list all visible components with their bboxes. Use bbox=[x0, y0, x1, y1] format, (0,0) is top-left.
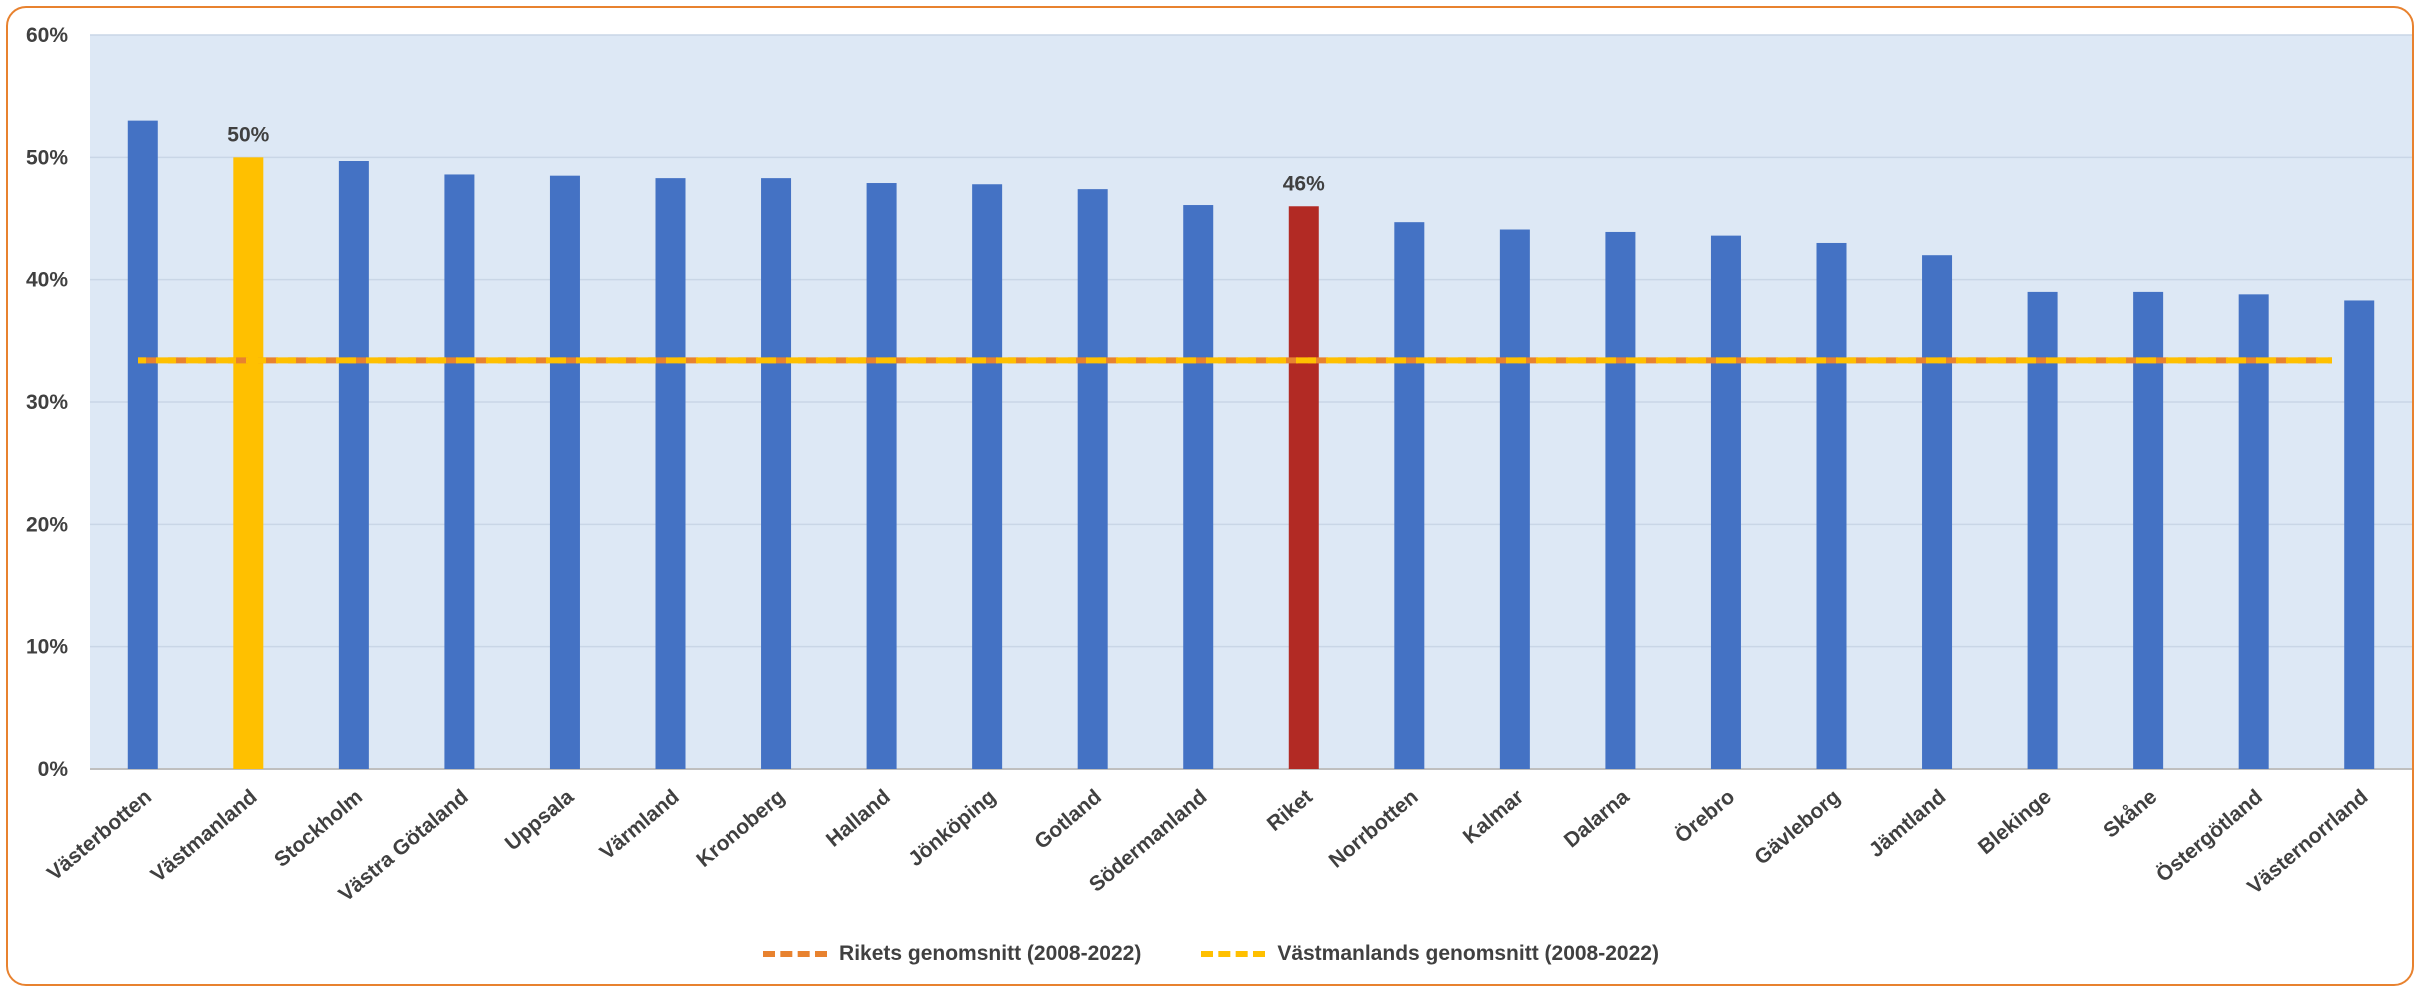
x-tick-label: Dalarna bbox=[1560, 785, 1634, 852]
x-tick-label: Jönköping bbox=[904, 785, 1000, 871]
bar bbox=[972, 184, 1002, 769]
bar bbox=[1394, 222, 1424, 769]
x-tick-label: Värmland bbox=[596, 785, 684, 864]
bar bbox=[339, 161, 369, 769]
bar bbox=[2028, 292, 2058, 769]
bar bbox=[2239, 294, 2269, 769]
y-tick-label: 50% bbox=[26, 146, 68, 169]
bar bbox=[1817, 243, 1847, 769]
x-tick-label: Gotland bbox=[1030, 785, 1106, 854]
x-tick-label: Västmanland bbox=[147, 785, 262, 887]
legend-item-riket: Rikets genomsnitt (2008-2022) bbox=[763, 942, 1141, 966]
bar bbox=[1500, 230, 1530, 769]
legend-label-riket: Rikets genomsnitt (2008-2022) bbox=[839, 942, 1141, 966]
y-tick-label: 10% bbox=[26, 636, 68, 659]
x-tick-label: Östergötland bbox=[2152, 785, 2267, 887]
y-tick-label: 0% bbox=[38, 758, 69, 781]
bar bbox=[128, 121, 158, 769]
x-tick-label: Stockholm bbox=[270, 785, 367, 872]
bar bbox=[1605, 232, 1635, 769]
bar bbox=[1922, 255, 1952, 769]
bar bbox=[1078, 189, 1108, 769]
bar bbox=[2344, 300, 2374, 769]
legend-swatch-vastmanland bbox=[1201, 951, 1265, 957]
x-tick-label: Kronoberg bbox=[692, 785, 789, 872]
bar bbox=[2133, 292, 2163, 769]
x-tick-label: Norrbotten bbox=[1325, 785, 1423, 872]
x-tick-label: Riket bbox=[1263, 785, 1317, 836]
x-tick-label: Skåne bbox=[2099, 785, 2161, 842]
x-tick-label: Kalmar bbox=[1459, 785, 1528, 848]
y-tick-label: 20% bbox=[26, 513, 68, 536]
bar bbox=[656, 178, 686, 769]
bar bbox=[867, 183, 897, 769]
x-tick-label: Örebro bbox=[1671, 785, 1739, 848]
bar bbox=[761, 178, 791, 769]
bar bbox=[233, 157, 263, 769]
legend-label-vastmanland: Västmanlands genomsnitt (2008-2022) bbox=[1277, 942, 1659, 966]
x-tick-label: Gävleborg bbox=[1750, 785, 1844, 869]
bar bbox=[1289, 206, 1319, 769]
y-tick-label: 30% bbox=[26, 391, 68, 414]
x-tick-label: Blekinge bbox=[1974, 785, 2056, 859]
y-tick-label: 40% bbox=[26, 269, 68, 292]
bar bbox=[550, 176, 580, 769]
x-tick-label: Västerbotten bbox=[43, 785, 156, 885]
x-tick-label: Jämtland bbox=[1865, 785, 1950, 862]
x-tick-label: Uppsala bbox=[501, 785, 579, 855]
legend-swatch-riket bbox=[763, 951, 827, 957]
legend-item-vastmanland: Västmanlands genomsnitt (2008-2022) bbox=[1201, 942, 1659, 966]
bar bbox=[1183, 205, 1213, 769]
y-tick-label: 60% bbox=[26, 24, 68, 47]
bar bbox=[444, 174, 474, 769]
bar bbox=[1711, 236, 1741, 769]
data-label: 46% bbox=[1283, 172, 1325, 195]
data-label: 50% bbox=[227, 123, 269, 146]
y-axis: 0% 10% 20% 30% 40% 50% 60% bbox=[26, 24, 68, 781]
legend: Rikets genomsnitt (2008-2022) Västmanlan… bbox=[0, 942, 2422, 966]
x-tick-label: Halland bbox=[822, 785, 895, 851]
